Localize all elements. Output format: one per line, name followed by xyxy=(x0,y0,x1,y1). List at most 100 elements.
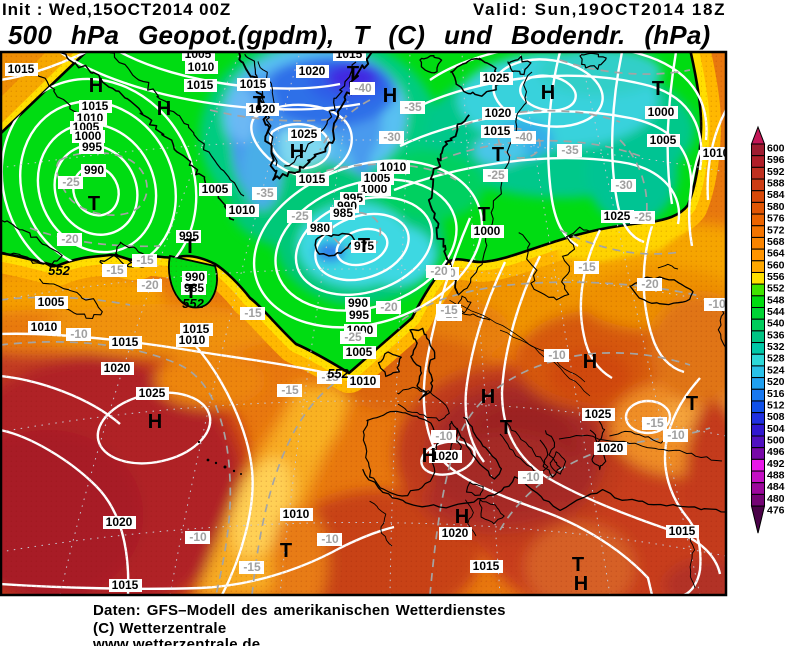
svg-text:1005: 1005 xyxy=(202,182,229,196)
svg-text:544: 544 xyxy=(767,306,785,318)
svg-text:1020: 1020 xyxy=(432,449,459,463)
svg-text:-15: -15 xyxy=(646,416,664,430)
svg-text:1020: 1020 xyxy=(106,515,133,529)
svg-text:532: 532 xyxy=(767,341,785,353)
svg-text:-15: -15 xyxy=(244,306,262,320)
svg-text:T: T xyxy=(280,540,292,562)
svg-text:1020: 1020 xyxy=(299,64,326,78)
svg-text:-10: -10 xyxy=(70,327,88,341)
svg-text:T: T xyxy=(253,93,265,115)
svg-text:-15: -15 xyxy=(321,370,339,384)
svg-text:-30: -30 xyxy=(615,178,633,192)
svg-text:-35: -35 xyxy=(404,100,422,114)
svg-text:1025: 1025 xyxy=(291,127,318,141)
svg-text:504: 504 xyxy=(767,423,785,435)
svg-text:T: T xyxy=(88,193,100,215)
svg-text:1005: 1005 xyxy=(650,133,677,147)
svg-text:Init : Wed,15OCT2014 00Z: Init : Wed,15OCT2014 00Z xyxy=(2,0,231,19)
svg-text:T: T xyxy=(686,393,698,415)
svg-text:1015: 1015 xyxy=(473,559,500,573)
svg-text:Daten: GFS–Modell des amerikan: Daten: GFS–Modell des amerikanischen Wet… xyxy=(93,602,506,619)
svg-text:-15: -15 xyxy=(243,560,261,574)
svg-text:T: T xyxy=(572,554,584,576)
svg-text:-30: -30 xyxy=(383,130,401,144)
svg-text:592: 592 xyxy=(767,166,785,178)
svg-text:985: 985 xyxy=(184,281,204,295)
svg-text:-20: -20 xyxy=(430,264,448,278)
svg-text:1020: 1020 xyxy=(597,441,624,455)
svg-text:-25: -25 xyxy=(487,168,505,182)
svg-text:1025: 1025 xyxy=(139,386,166,400)
svg-text:T: T xyxy=(478,204,490,226)
svg-text:576: 576 xyxy=(767,213,785,225)
svg-text:1000: 1000 xyxy=(648,105,675,119)
svg-text:-10: -10 xyxy=(708,297,726,311)
svg-text:512: 512 xyxy=(767,399,785,411)
svg-text:540: 540 xyxy=(767,318,785,330)
svg-text:-20: -20 xyxy=(641,277,659,291)
svg-text:508: 508 xyxy=(767,411,785,423)
svg-text:552: 552 xyxy=(767,283,785,295)
svg-text:990: 990 xyxy=(185,270,205,284)
svg-text:480: 480 xyxy=(767,493,785,505)
svg-text:1015: 1015 xyxy=(336,47,363,61)
svg-text:552: 552 xyxy=(327,366,349,381)
svg-text:1010: 1010 xyxy=(31,320,58,334)
svg-text:-15: -15 xyxy=(106,263,124,277)
svg-text:548: 548 xyxy=(767,294,785,306)
svg-text:1000: 1000 xyxy=(361,182,388,196)
svg-text:T: T xyxy=(652,78,664,100)
svg-text:1015: 1015 xyxy=(187,78,214,92)
svg-text:1010: 1010 xyxy=(380,160,407,174)
svg-text:584: 584 xyxy=(767,189,785,201)
svg-text:T: T xyxy=(347,63,359,85)
svg-text:-25: -25 xyxy=(291,209,309,223)
svg-text:H: H xyxy=(574,573,588,595)
svg-text:600: 600 xyxy=(767,143,785,155)
svg-text:-15: -15 xyxy=(440,303,458,317)
svg-text:1020: 1020 xyxy=(442,526,469,540)
svg-text:1015: 1015 xyxy=(299,172,326,186)
svg-text:1015: 1015 xyxy=(112,335,139,349)
svg-text:H: H xyxy=(157,98,171,120)
svg-text:580: 580 xyxy=(767,201,785,213)
svg-text:H: H xyxy=(148,411,162,433)
svg-text:1000: 1000 xyxy=(474,224,501,238)
svg-text:524: 524 xyxy=(767,364,785,376)
svg-text:H: H xyxy=(455,506,469,528)
svg-text:-35: -35 xyxy=(256,186,274,200)
svg-text:1015: 1015 xyxy=(183,322,210,336)
svg-text:-25: -25 xyxy=(62,175,80,189)
svg-text:1015: 1015 xyxy=(669,524,696,538)
svg-text:1020: 1020 xyxy=(104,361,131,375)
svg-text:-20: -20 xyxy=(380,300,398,314)
svg-text:-25: -25 xyxy=(634,210,652,224)
svg-text:T: T xyxy=(185,281,197,303)
svg-text:552: 552 xyxy=(182,296,204,311)
svg-text:1010: 1010 xyxy=(350,374,377,388)
svg-text:488: 488 xyxy=(767,470,785,482)
svg-text:-10: -10 xyxy=(522,470,540,484)
svg-text:484: 484 xyxy=(767,481,785,493)
svg-text:1005: 1005 xyxy=(346,345,373,359)
svg-text:1020: 1020 xyxy=(485,106,512,120)
svg-text:-15: -15 xyxy=(136,253,154,267)
svg-text:T: T xyxy=(184,236,196,258)
svg-text:H: H xyxy=(583,351,597,373)
svg-text:552: 552 xyxy=(48,263,70,278)
svg-text:T: T xyxy=(358,235,370,257)
svg-text:1005: 1005 xyxy=(364,171,391,185)
svg-text:985: 985 xyxy=(333,206,353,220)
svg-text:-20: -20 xyxy=(61,232,79,246)
svg-text:H: H xyxy=(541,82,555,104)
svg-text:1005: 1005 xyxy=(185,47,212,61)
svg-text:1010: 1010 xyxy=(188,60,215,74)
svg-text:-25: -25 xyxy=(344,330,362,344)
svg-text:-15: -15 xyxy=(281,383,299,397)
svg-text:H: H xyxy=(481,386,495,408)
svg-text:-20: -20 xyxy=(141,278,159,292)
svg-text:500 hPa Geopot.(gpdm), T (C) u: 500 hPa Geopot.(gpdm), T (C) und Bodendr… xyxy=(8,20,710,50)
svg-text:-10: -10 xyxy=(435,429,453,443)
svg-text:-10: -10 xyxy=(667,428,685,442)
svg-text:1005: 1005 xyxy=(38,295,65,309)
